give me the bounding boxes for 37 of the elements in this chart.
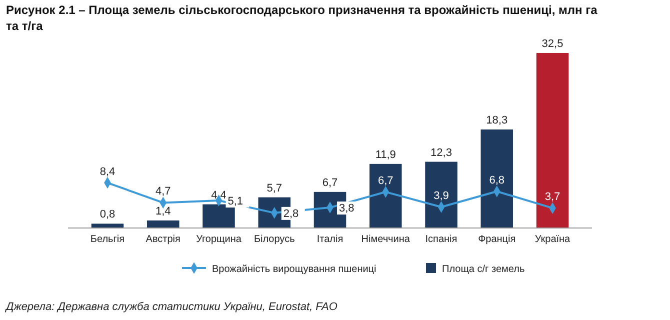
bar (480, 129, 514, 228)
data-label: 0,8 (100, 208, 116, 221)
data-label: 3,9 (434, 190, 449, 202)
legend-label: Врожайність вирощування пшениці (212, 264, 376, 275)
x-tick-label: Іспанія (425, 234, 458, 245)
bar (202, 204, 235, 228)
x-tick-label: Україна (534, 234, 571, 245)
chart-title: Рисунок 2.1 – Площа земель сільськогосподарського призначення та врожайність пшениці, млн га та т/га (6, 3, 598, 33)
bar (91, 224, 124, 228)
x-tick-label: Бельгія (90, 234, 125, 245)
data-label: 6,7 (378, 174, 394, 187)
data-label: 18,3 (486, 114, 508, 126)
x-tick-label: Австрія (146, 234, 180, 245)
bar (369, 164, 402, 228)
data-label: 32,5 (542, 38, 564, 50)
x-tick-label: Франція (478, 234, 516, 245)
data-label: 3,7 (544, 191, 560, 204)
data-label: 5,7 (266, 182, 282, 194)
data-label: 1,4 (155, 205, 171, 218)
data-label: 3,8 (339, 202, 354, 215)
x-tick-label: Угорщина (196, 234, 242, 245)
text: Джерела: Державна служба статистики України, Eurostat, FAO (4, 301, 338, 313)
data-label: 6,8 (489, 174, 505, 186)
data-label: 12,3 (430, 146, 452, 159)
bar (425, 162, 458, 228)
data-label: 4,7 (155, 186, 171, 198)
x-tick-label: Італія (316, 234, 344, 245)
data-label: 6,7 (322, 176, 338, 189)
data-label: 11,9 (375, 148, 396, 161)
data-label: 2,8 (283, 208, 299, 220)
bar (536, 53, 569, 228)
legend-label: Площа с/г земель (442, 264, 525, 275)
bar (146, 220, 180, 228)
data-label: 8,4 (100, 166, 116, 178)
x-tick-label: Німеччина (361, 234, 410, 245)
x-tick-label: Білорусь (254, 234, 295, 245)
data-label: 5,1 (228, 196, 244, 208)
